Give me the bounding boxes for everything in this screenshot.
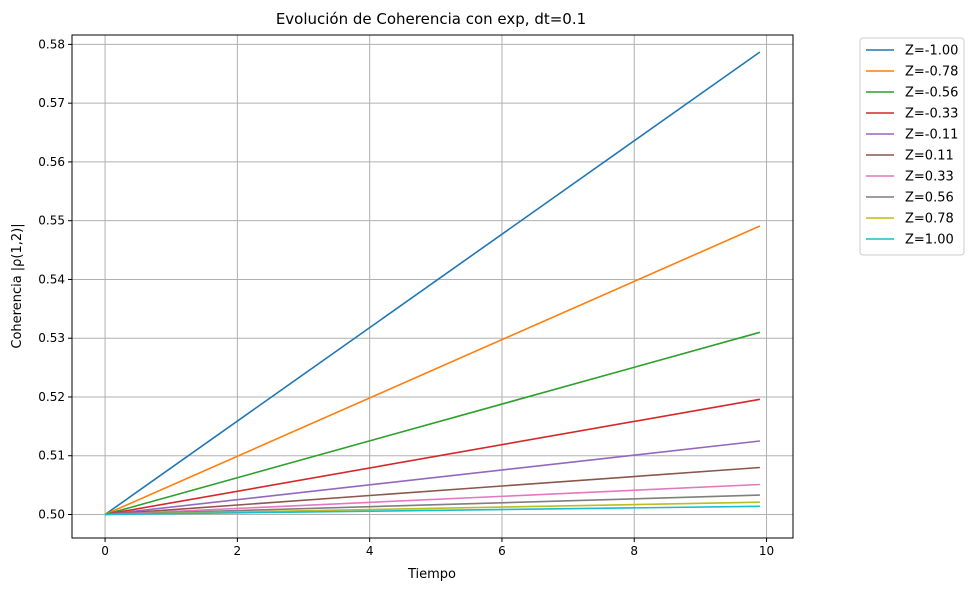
y-axis-label: Coherencia |ρ(1,2)| (10, 223, 25, 348)
legend-label: Z=0.56 (905, 191, 954, 206)
legend-label: Z=-0.56 (905, 86, 958, 101)
legend-label: Z=1.00 (905, 233, 954, 248)
legend-label: Z=-0.33 (905, 107, 958, 122)
series-line-5 (105, 466, 760, 516)
x-tick-label: 8 (630, 544, 638, 558)
legend-label: Z=-1.00 (905, 44, 958, 59)
y-tick-label: 0.51 (38, 449, 65, 463)
series-line-6 (105, 483, 760, 516)
plot-frame (71, 34, 794, 539)
y-tick-label: 0.53 (38, 331, 65, 345)
y-tick-label: 0.54 (38, 272, 65, 286)
data-series (104, 51, 761, 516)
series-line-1 (104, 225, 761, 516)
x-tick-label: 2 (234, 544, 242, 558)
y-tick-label: 0.55 (38, 214, 65, 228)
y-ticks: 0.50 0.51 0.52 0.53 0.54 0.55 0.56 0.57 0.58 (38, 37, 72, 521)
x-tick-label: 6 (498, 544, 506, 558)
x-tick-label: 4 (366, 544, 374, 558)
legend-label: Z=-0.11 (905, 128, 958, 143)
y-tick-label: 0.50 (38, 507, 65, 521)
y-tick-label: 0.57 (38, 96, 65, 110)
chart-title: Evolución de Coherencia con exp, dt=0.1 (276, 10, 586, 28)
legend-label: Z=0.11 (905, 149, 954, 164)
legend: Z=-1.00 Z=-0.78 Z=-0.56 Z=-0.33 Z=-0.11 Z=0.1… (859, 37, 965, 256)
legend-label: Z=0.33 (905, 170, 954, 185)
series-line-4 (105, 440, 760, 516)
series-line-9 (105, 505, 760, 516)
legend-label: Z=0.78 (905, 212, 954, 227)
x-ticks: 0 2 4 6 8 10 (101, 538, 774, 558)
legend-label: Z=-0.78 (905, 65, 958, 80)
y-tick-label: 0.58 (38, 37, 65, 51)
x-axis-label: Tiempo (407, 567, 456, 582)
x-tick-label: 10 (759, 544, 774, 558)
series-line-2 (104, 331, 761, 516)
series-line-7 (105, 494, 760, 516)
y-tick-label: 0.52 (38, 390, 65, 404)
y-tick-label: 0.56 (38, 155, 65, 169)
series-line-3 (104, 398, 761, 516)
x-tick-label: 0 (101, 544, 109, 558)
grid-lines (72, 35, 793, 538)
series-line-0 (104, 51, 761, 516)
